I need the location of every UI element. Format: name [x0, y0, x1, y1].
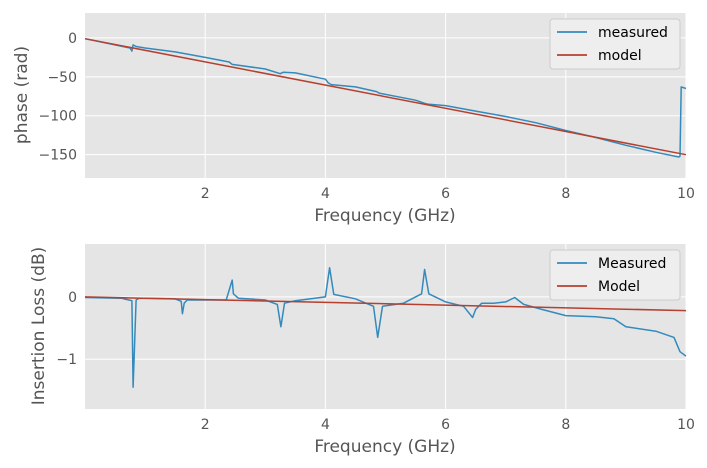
insertion-loss-legend-label-measured: Measured: [598, 256, 666, 272]
phase-ytick-label: −100: [39, 109, 77, 125]
phase-legend-label-model: model: [598, 48, 642, 64]
phase-panel: 2 4 6 8 10 0 −50 −100 −150 Frequency (GHz) phase…: [12, 13, 695, 226]
phase-tick-labels: 2 4 6 8 10 0 −50 −100 −150: [39, 31, 695, 202]
insertion-loss-ytick-label: 0: [68, 290, 77, 306]
insertion-loss-xtick-label: 8: [561, 417, 570, 433]
insertion-loss-ytick-label: −1: [56, 352, 77, 368]
phase-xaxis-label: Frequency (GHz): [314, 206, 455, 226]
phase-ytick-label: 0: [68, 31, 77, 47]
phase-xtick-label: 6: [441, 186, 450, 202]
insertion-loss-legend: Measured Model: [549, 249, 681, 301]
phase-series-lines: [84, 37, 687, 158]
insertion-loss-panel: 2 4 6 8 10 0 −1 Frequency (GHz) Insertion Loss…: [29, 244, 695, 457]
phase-xtick-label: 8: [561, 186, 570, 202]
phase-xtick-label: 4: [321, 186, 330, 202]
phase-yaxis-label: phase (rad): [12, 46, 32, 144]
insertion-loss-xtick-label: 10: [677, 417, 695, 433]
insertion-loss-legend-label-model: Model: [598, 279, 640, 295]
phase-legend: measured model: [549, 18, 681, 70]
phase-xtick-label: 2: [201, 186, 210, 202]
insertion-loss-series-lines: [84, 266, 687, 388]
phase-ytick-label: −150: [39, 148, 77, 164]
insertion-loss-xaxis-label: Frequency (GHz): [314, 437, 455, 457]
insertion-loss-model-line: [84, 296, 687, 312]
insertion-loss-xtick-label: 6: [441, 417, 450, 433]
insertion-loss-tick-labels: 2 4 6 8 10 0 −1: [56, 290, 695, 433]
insertion-loss-xtick-label: 2: [201, 417, 210, 433]
phase-model-line: [84, 37, 687, 156]
insertion-loss-yaxis-label: Insertion Loss (dB): [29, 247, 49, 405]
phase-legend-label-measured: measured: [598, 25, 668, 41]
phase-ytick-label: −50: [47, 70, 77, 86]
phase-xtick-label: 10: [677, 186, 695, 202]
insertion-loss-xtick-label: 4: [321, 417, 330, 433]
